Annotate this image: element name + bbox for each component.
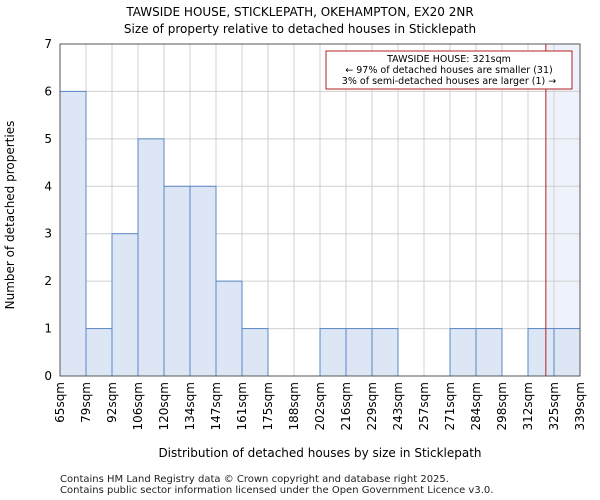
y-tick-label: 7 [44, 37, 52, 51]
chart-title: TAWSIDE HOUSE, STICKLEPATH, OKEHAMPTON, … [126, 5, 474, 19]
x-tick-label: 271sqm [443, 382, 457, 430]
footer-licence: Contains public sector information licen… [60, 485, 494, 496]
x-tick-label: 284sqm [469, 382, 483, 430]
annotation-line-2: ← 97% of detached houses are smaller (31… [345, 65, 552, 76]
x-tick-label: 216sqm [339, 382, 353, 430]
bar [137, 138, 165, 377]
chart-subtitle: Size of property relative to detached ho… [123, 22, 477, 36]
bar [59, 90, 87, 377]
bar [371, 328, 399, 377]
x-tick-label: 147sqm [209, 382, 223, 430]
y-tick-label: 3 [44, 227, 52, 241]
x-tick-label: 161sqm [235, 382, 249, 430]
y-tick-label: 0 [44, 369, 52, 383]
y-tick-label: 2 [44, 274, 52, 288]
x-tick-label: 312sqm [521, 382, 535, 430]
bar [475, 328, 503, 377]
x-tick-label: 188sqm [287, 382, 301, 430]
x-tick-label: 134sqm [183, 382, 197, 430]
highlight-region [545, 44, 580, 376]
y-tick-label: 1 [44, 322, 52, 336]
x-tick-label: 175sqm [261, 382, 275, 430]
bar [241, 328, 269, 377]
footer-copyright: Contains HM Land Registry data © Crown c… [60, 474, 449, 485]
bar [345, 328, 373, 377]
bar-chart: 0 1 2 3 4 5 6 7 65sqm 79sqm 92sqm 106sqm 120sqm 134sq… [3, 37, 587, 460]
bar [189, 185, 217, 377]
x-tick-label: 120sqm [157, 382, 171, 430]
x-axis-label: Distribution of detached houses by size … [158, 446, 481, 460]
annotation-box: TAWSIDE HOUSE: 321sqm ← 97% of detached … [325, 50, 573, 90]
x-tick-label: 92sqm [105, 382, 119, 423]
x-tick-label: 106sqm [131, 382, 145, 430]
x-tick-label: 65sqm [53, 382, 67, 423]
y-tick-label: 6 [44, 84, 52, 98]
plot-frame [59, 43, 581, 377]
bar [527, 328, 555, 377]
bar [215, 280, 243, 377]
x-tick-label: 79sqm [79, 382, 93, 423]
bar [449, 328, 477, 377]
bar [163, 185, 191, 377]
x-tick-label: 202sqm [313, 382, 327, 430]
x-tick-label: 325sqm [547, 382, 561, 430]
x-tick-label: 257sqm [417, 382, 431, 430]
annotation-line-1: TAWSIDE HOUSE: 321sqm [386, 54, 511, 65]
x-tick-label: 339sqm [573, 382, 587, 430]
x-tick-label: 229sqm [365, 382, 379, 430]
y-tick-label: 5 [44, 132, 52, 146]
y-tick-label: 4 [44, 179, 52, 193]
x-tick-label: 243sqm [391, 382, 405, 430]
bar [553, 328, 581, 377]
y-axis-label: Number of detached properties [3, 121, 17, 310]
annotation-line-3: 3% of semi-detached houses are larger (1… [342, 76, 556, 87]
bar [85, 328, 113, 377]
bar [319, 328, 347, 377]
bar [111, 233, 139, 377]
x-tick-label: 298sqm [495, 382, 509, 430]
